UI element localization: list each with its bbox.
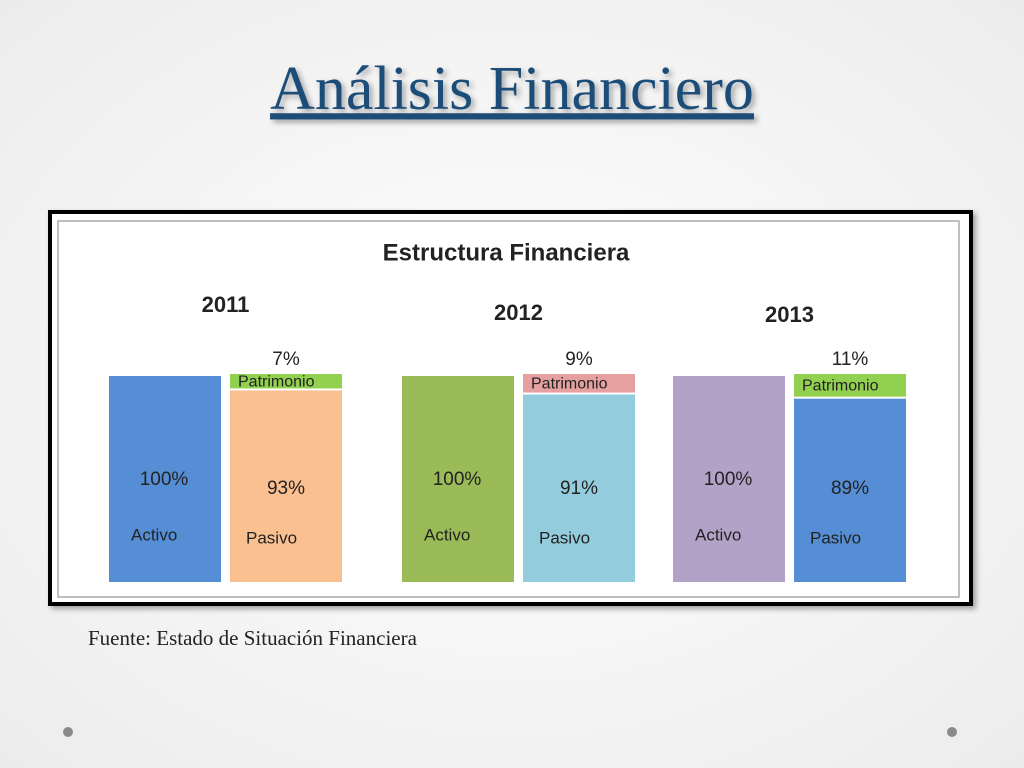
decor-dot <box>947 727 957 737</box>
bar <box>230 390 342 582</box>
value-label: 91% <box>560 478 598 499</box>
decor-dot <box>63 727 73 737</box>
value-label: 100% <box>140 469 189 490</box>
bar <box>230 374 342 389</box>
value-label: 9% <box>565 349 593 370</box>
year-label: 2012 <box>494 300 543 325</box>
value-label: 100% <box>704 469 753 490</box>
bar <box>523 374 635 393</box>
bar-name: Activo <box>131 525 177 544</box>
slide-title: Análisis Financiero <box>270 55 754 123</box>
bar <box>109 376 221 582</box>
value-label: 11% <box>832 349 869 370</box>
value-label: 100% <box>433 469 482 490</box>
bar <box>673 376 785 582</box>
bar <box>794 398 906 582</box>
chart-title: Estructura Financiera <box>383 239 630 266</box>
bar-name: Activo <box>424 525 470 544</box>
bar <box>794 374 906 397</box>
bar-name: Activo <box>695 525 741 544</box>
value-label: 7% <box>272 349 300 370</box>
bar-name: Pasivo <box>810 528 861 547</box>
bar-name: Patrimonio <box>802 378 879 395</box>
bar-name: Patrimonio <box>531 375 608 392</box>
bar <box>402 376 514 582</box>
year-label: 2011 <box>202 292 250 317</box>
bar <box>523 394 635 582</box>
year-label: 2013 <box>765 302 814 327</box>
bar-name: Pasivo <box>246 528 297 547</box>
value-label: 93% <box>267 478 305 499</box>
bar-name: Patrimonio <box>238 373 315 390</box>
value-label: 89% <box>831 478 869 499</box>
source-note: Fuente: Estado de Situación Financiera <box>88 626 418 650</box>
bar-name: Pasivo <box>539 528 590 547</box>
